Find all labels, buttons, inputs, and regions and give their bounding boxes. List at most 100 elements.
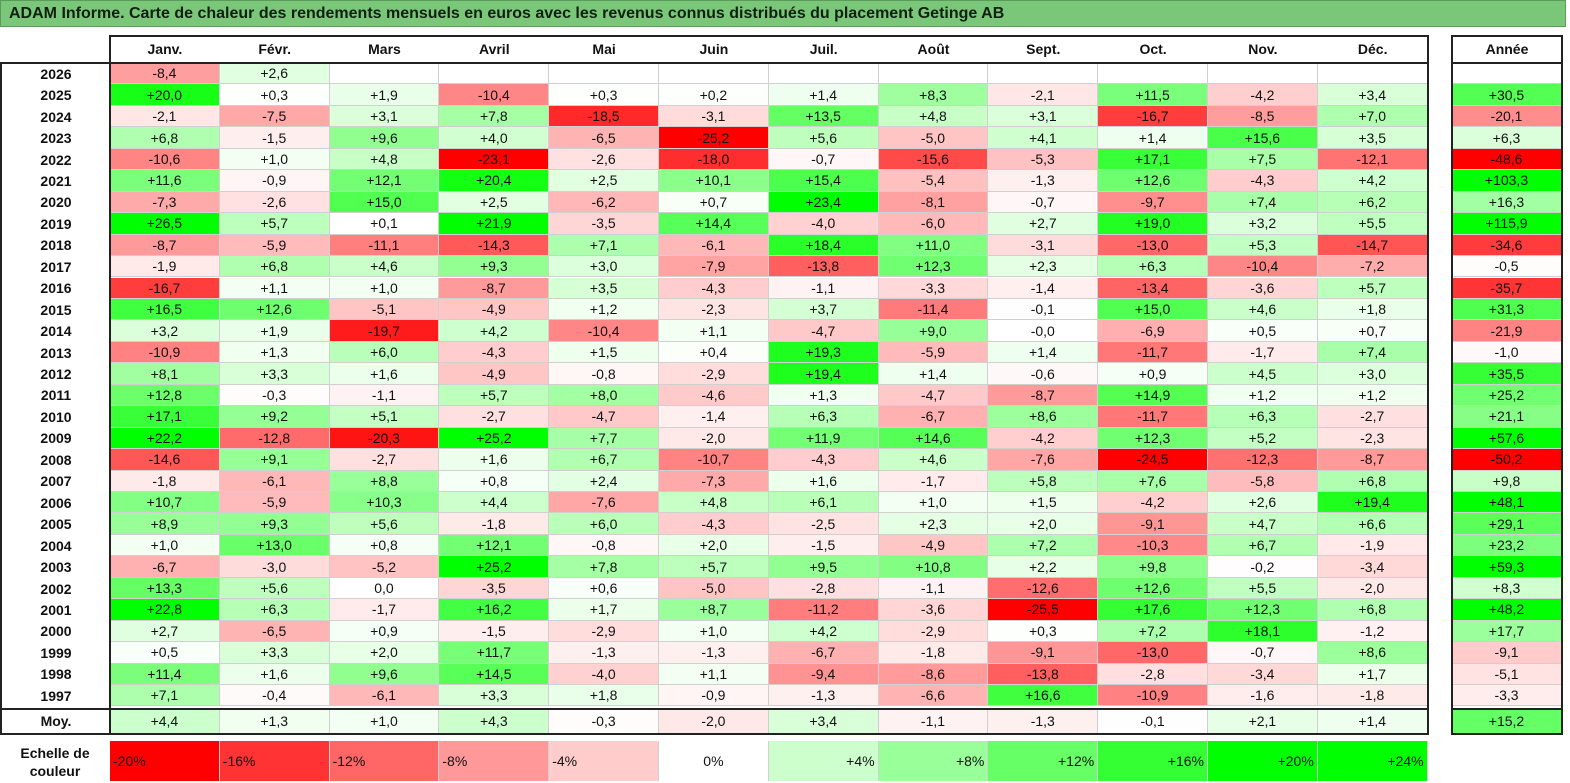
heatmap-cell: +9,2 bbox=[219, 406, 330, 428]
average-label: Moy. bbox=[2, 708, 110, 734]
heatmap-cell: -1,1 bbox=[768, 277, 879, 299]
heatmap-cell: +7,8 bbox=[549, 556, 659, 578]
annual-cell: -35,7 bbox=[1452, 277, 1562, 299]
heatmap-cell: +20,4 bbox=[439, 170, 550, 192]
heatmap-cell: -7,6 bbox=[549, 492, 659, 514]
heatmap-cell: +1,8 bbox=[549, 685, 659, 707]
annual-cell: +21,1 bbox=[1452, 406, 1562, 428]
heatmap-cell: -1,1 bbox=[878, 577, 989, 600]
heatmap-cell: +0,9 bbox=[329, 620, 440, 643]
average-cell: +1,4 bbox=[1317, 708, 1428, 734]
heatmap-cell: +3,1 bbox=[988, 105, 1099, 128]
heatmap-cell: +6,3 bbox=[219, 599, 330, 621]
heatmap-cell: +12,3 bbox=[1098, 427, 1208, 450]
heatmap-cell: -2,6 bbox=[219, 191, 330, 214]
heatmap-cell: -4,2 bbox=[988, 427, 1099, 450]
annual-cell: +30,5 bbox=[1452, 84, 1562, 106]
heatmap-cell: +1,0 bbox=[219, 148, 330, 171]
heatmap-cell: +6,3 bbox=[768, 406, 879, 428]
annual-cell: +23,2 bbox=[1452, 534, 1562, 557]
heatmap-cell: -5,0 bbox=[659, 577, 769, 600]
heatmap-cell: +0,3 bbox=[988, 620, 1099, 643]
heatmap-cell: +2,6 bbox=[1208, 492, 1318, 514]
heatmap-cell: -0,8 bbox=[549, 534, 659, 557]
heatmap-cell: -25,2 bbox=[659, 127, 769, 149]
average-cell: +1,0 bbox=[329, 708, 440, 734]
heatmap-cell: +19,3 bbox=[768, 341, 879, 364]
heatmap-cell: -15,6 bbox=[878, 148, 989, 171]
heatmap-cell: -2,8 bbox=[1098, 663, 1208, 686]
heatmap-cell: +6,1 bbox=[768, 492, 879, 514]
heatmap-cell: -10,4 bbox=[439, 84, 550, 106]
heatmap-cell: -4,7 bbox=[878, 384, 989, 407]
heatmap-cell: +14,6 bbox=[878, 427, 989, 450]
heatmap-cell: -7,5 bbox=[219, 105, 330, 128]
heatmap-cell: +5,5 bbox=[1317, 213, 1428, 235]
annual-header: Année bbox=[1452, 36, 1562, 62]
heatmap-cell: -1,6 bbox=[1208, 685, 1318, 707]
heatmap-cell: -8,7 bbox=[1317, 449, 1428, 471]
heatmap-cell: -4,9 bbox=[439, 363, 550, 385]
heatmap-cell: -3,1 bbox=[659, 105, 769, 128]
heatmap-cell: +8,9 bbox=[110, 513, 220, 535]
heatmap-cell: +1,0 bbox=[878, 492, 989, 514]
heatmap-cell: +6,2 bbox=[1317, 191, 1428, 214]
heatmap-cell: +1,0 bbox=[329, 277, 440, 299]
year-label: 2019 bbox=[2, 213, 110, 235]
heatmap-cell: +7,7 bbox=[549, 427, 659, 450]
heatmap-cell: -1,5 bbox=[768, 534, 879, 557]
heatmap-cell: +0,5 bbox=[1208, 320, 1318, 342]
heatmap-cell: -8,4 bbox=[110, 63, 220, 85]
heatmap-cell: -1,7 bbox=[1208, 341, 1318, 364]
annual-cell: +115,9 bbox=[1452, 213, 1562, 235]
heatmap-cell: +5,6 bbox=[329, 513, 440, 535]
year-label: 2023 bbox=[2, 127, 110, 149]
heatmap-cell: -13,0 bbox=[1098, 642, 1208, 664]
year-label: 1998 bbox=[2, 663, 110, 686]
heatmap-cell: +1,0 bbox=[110, 534, 220, 557]
heatmap-cell: +11,4 bbox=[110, 663, 220, 686]
heatmap-cell: -1,4 bbox=[988, 277, 1099, 299]
color-scale-swatch: -4% bbox=[549, 741, 659, 781]
heatmap-cell: -2,7 bbox=[1317, 406, 1428, 428]
heatmap-cell: +1,7 bbox=[1317, 663, 1428, 686]
heatmap-cell: -1,4 bbox=[659, 406, 769, 428]
year-label: 2024 bbox=[2, 105, 110, 128]
heatmap-cell: -14,7 bbox=[1317, 234, 1428, 257]
heatmap-cell: +1,6 bbox=[439, 449, 550, 471]
header-separator bbox=[110, 62, 1428, 64]
annual-cell: +17,7 bbox=[1452, 620, 1562, 643]
heatmap-cell: +9,1 bbox=[219, 449, 330, 471]
heatmap-cell: +9,3 bbox=[439, 256, 550, 278]
color-scale-swatch: +24% bbox=[1317, 741, 1428, 781]
heatmap-cell: -7,2 bbox=[1317, 256, 1428, 278]
average-cell: -1,3 bbox=[988, 708, 1099, 734]
heatmap-cell: +19,4 bbox=[1317, 492, 1428, 514]
color-scale-swatch: +16% bbox=[1098, 741, 1208, 781]
heatmap-cell: -1,8 bbox=[878, 642, 989, 664]
color-scale-swatch: +12% bbox=[988, 741, 1099, 781]
heatmap-cell: -13,0 bbox=[1098, 234, 1208, 257]
heatmap-cell: +21,9 bbox=[439, 213, 550, 235]
heatmap-cell: +10,7 bbox=[110, 492, 220, 514]
heatmap-cell: -4,3 bbox=[659, 513, 769, 535]
heatmap-cell: +16,6 bbox=[988, 685, 1099, 707]
heatmap-cell: +8,0 bbox=[549, 384, 659, 407]
heatmap-cell: +1,6 bbox=[768, 470, 879, 492]
annual-cell: -20,1 bbox=[1452, 105, 1562, 128]
heatmap-cell: +5,2 bbox=[1208, 427, 1318, 450]
heatmap-cell: +1,5 bbox=[988, 492, 1099, 514]
heatmap-cell: +7,2 bbox=[988, 534, 1099, 557]
column-header: Sept. bbox=[988, 36, 1099, 62]
heatmap-cell: -1,3 bbox=[659, 642, 769, 664]
heatmap-cell: +1,0 bbox=[659, 620, 769, 643]
heatmap-cell: +7,8 bbox=[439, 105, 550, 128]
heatmap-cell: -1,3 bbox=[549, 642, 659, 664]
heatmap-cell: +1,4 bbox=[1098, 127, 1208, 149]
heatmap-cell: -7,9 bbox=[659, 256, 769, 278]
heatmap-cell: -3,5 bbox=[439, 577, 550, 600]
heatmap-cell: -1,3 bbox=[988, 170, 1099, 192]
annual-cell: +59,3 bbox=[1452, 556, 1562, 578]
heatmap-cell: +10,3 bbox=[329, 492, 440, 514]
year-label: 2014 bbox=[2, 320, 110, 342]
